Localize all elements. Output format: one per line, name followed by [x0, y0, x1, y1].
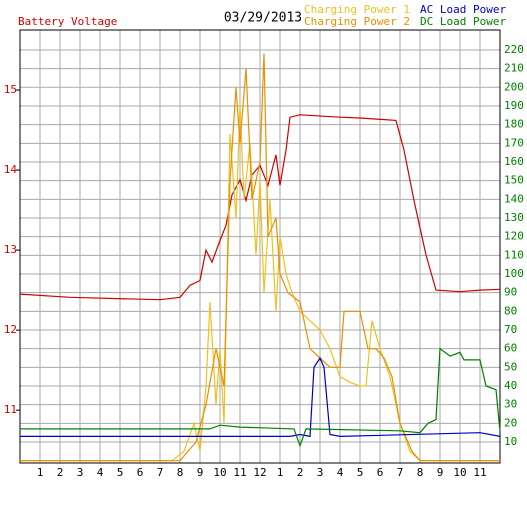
series-line [20, 53, 500, 462]
x-tick-label: 10 [213, 466, 226, 479]
x-tick-label: 8 [177, 466, 184, 479]
legend-label: Charging Power 1 [304, 3, 410, 16]
y-tick-label: 15 [4, 83, 17, 96]
x-tick-label: 1 [277, 466, 284, 479]
y2-tick-label: 120 [504, 230, 524, 243]
series-line [20, 356, 501, 438]
y2-tick-label: 220 [504, 43, 524, 56]
x-tick-label: 3 [317, 466, 324, 479]
y-tick-label: 13 [4, 243, 17, 256]
y2-tick-label: 80 [504, 304, 517, 317]
y2-tick-label: 110 [504, 248, 524, 261]
y2-tick-label: 100 [504, 267, 524, 280]
y2-tick-label: 150 [504, 174, 524, 187]
y2-tick-label: 60 [504, 342, 517, 355]
y2-tick-label: 10 [504, 435, 517, 448]
y-tick-label: 12 [4, 323, 17, 336]
legend-label: DC Load Power [420, 15, 506, 28]
y2-tick-label: 160 [504, 155, 524, 168]
x-tick-label: 11 [233, 466, 246, 479]
x-tick-label: 9 [437, 466, 444, 479]
y2-tick-label: 130 [504, 211, 524, 224]
y2-tick-label: 40 [504, 379, 517, 392]
y-tick-label: 14 [4, 163, 18, 176]
y2-tick-label: 30 [504, 398, 517, 411]
x-tick-label: 7 [157, 466, 164, 479]
y2-tick-label: 70 [504, 323, 517, 336]
plot-border [19, 29, 501, 464]
x-tick-label: 4 [97, 466, 104, 479]
y2-tick-label: 90 [504, 286, 517, 299]
x-tick-label: 5 [117, 466, 124, 479]
y-tick-label: 11 [4, 403, 17, 416]
x-tick-label: 5 [357, 466, 364, 479]
legend-label: Charging Power 2 [304, 15, 410, 28]
x-tick-label: 9 [197, 466, 204, 479]
y2-tick-label: 210 [504, 62, 524, 75]
x-tick-label: 11 [473, 466, 486, 479]
y2-tick-label: 200 [504, 80, 524, 93]
x-tick-label: 10 [453, 466, 466, 479]
x-tick-label: 2 [297, 466, 304, 479]
x-tick-label: 8 [417, 466, 424, 479]
legend-label: AC Load Power [420, 3, 506, 16]
y2-tick-label: 180 [504, 118, 524, 131]
x-tick-label: 7 [397, 466, 404, 479]
x-tick-label: 2 [57, 466, 64, 479]
x-tick-label: 4 [337, 466, 344, 479]
series-line [20, 105, 500, 462]
x-tick-label: 6 [137, 466, 144, 479]
chart-title: 03/29/2013 [224, 11, 302, 26]
y2-tick-label: 50 [504, 360, 517, 373]
x-tick-label: 3 [77, 466, 84, 479]
y2-tick-label: 190 [504, 99, 524, 112]
x-tick-label: 1 [37, 466, 44, 479]
legend-label: Battery Voltage [18, 15, 117, 28]
x-tick-label: 6 [377, 466, 384, 479]
y2-tick-label: 140 [504, 192, 524, 205]
x-tick-label: 12 [253, 466, 266, 479]
y2-tick-label: 20 [504, 416, 517, 429]
y2-tick-label: 170 [504, 136, 524, 149]
series-line [19, 114, 501, 301]
series-line [20, 347, 501, 448]
